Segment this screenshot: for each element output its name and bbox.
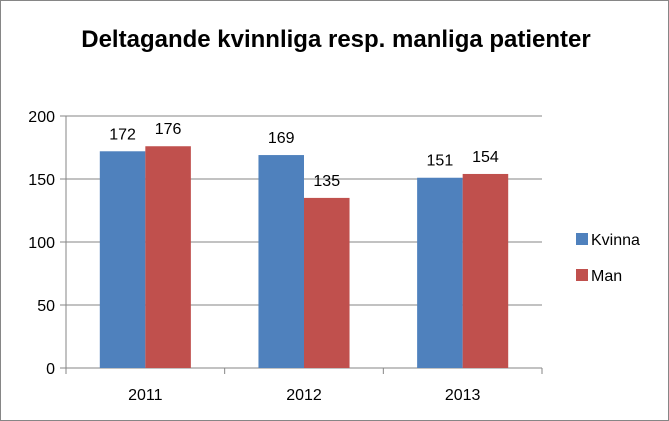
data-label: 176 bbox=[155, 121, 182, 138]
chart-title: Deltagande kvinnliga resp. manliga patie… bbox=[81, 26, 591, 53]
x-tick-label: 2012 bbox=[286, 387, 322, 404]
legend-swatch bbox=[576, 269, 588, 281]
y-tick-label: 100 bbox=[28, 235, 55, 252]
data-label: 135 bbox=[313, 173, 340, 190]
bar-kvinna bbox=[417, 177, 463, 368]
y-tick-label: 200 bbox=[28, 109, 55, 126]
bar-kvinna bbox=[258, 155, 304, 368]
y-tick-label: 50 bbox=[37, 298, 55, 315]
bar-man bbox=[304, 197, 350, 368]
data-label: 151 bbox=[427, 153, 454, 170]
y-tick-label: 0 bbox=[46, 361, 55, 378]
data-label: 169 bbox=[268, 130, 295, 147]
bar-man bbox=[462, 173, 509, 368]
data-label: 172 bbox=[109, 126, 136, 143]
x-tick-label: 2013 bbox=[445, 387, 481, 404]
y-tick-label: 150 bbox=[28, 172, 55, 189]
legend-swatch bbox=[576, 233, 588, 245]
x-tick-label: 2011 bbox=[128, 387, 163, 404]
legend-label: Man bbox=[591, 268, 622, 285]
bar-kvinna bbox=[99, 151, 146, 368]
bar-man bbox=[145, 146, 191, 368]
data-label: 154 bbox=[472, 149, 499, 166]
legend-label: Kvinna bbox=[591, 232, 640, 249]
